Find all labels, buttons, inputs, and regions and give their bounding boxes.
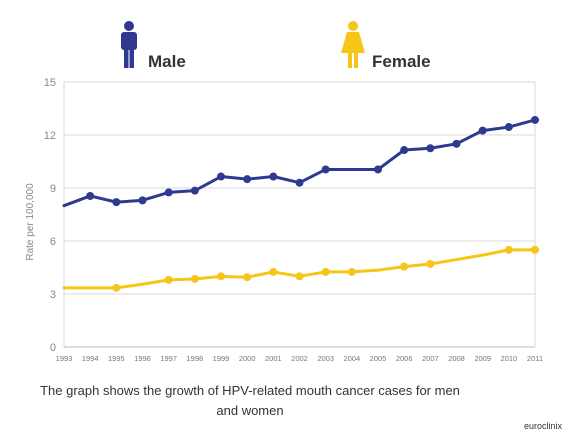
male-data-point — [269, 172, 278, 181]
x-tick-label: 2006 — [396, 354, 413, 363]
x-tick-label: 1998 — [186, 354, 203, 363]
male-data-point — [112, 198, 121, 207]
x-tick-label: 2010 — [500, 354, 517, 363]
x-tick-label: 2005 — [370, 354, 387, 363]
female-data-point — [504, 245, 513, 254]
x-tick-label: 1999 — [213, 354, 230, 363]
female-series-line — [62, 248, 537, 290]
female-series — [62, 245, 539, 292]
male-series-line — [62, 118, 537, 208]
female-data-point — [112, 283, 121, 292]
female-data-point — [347, 267, 356, 276]
male-data-point — [295, 178, 304, 187]
legend-female-label: Female — [372, 52, 431, 71]
female-data-point — [295, 272, 304, 281]
male-data-point — [243, 175, 252, 184]
x-tick-label: 2003 — [317, 354, 334, 363]
male-data-point — [86, 191, 95, 200]
x-tick-label: 2009 — [474, 354, 491, 363]
male-data-point — [400, 146, 409, 155]
male-data-point — [452, 139, 461, 148]
male-data-point — [190, 186, 199, 195]
chart-caption: The graph shows the growth of HPV-relate… — [40, 383, 460, 418]
x-tick-label: 2007 — [422, 354, 439, 363]
male-series — [62, 115, 539, 208]
male-data-point — [164, 188, 173, 197]
x-tick-label: 2002 — [291, 354, 308, 363]
source-credit: euroclinix — [523, 421, 562, 431]
female-data-point — [426, 259, 435, 268]
y-tick-label: 3 — [50, 289, 56, 301]
female-data-point — [269, 267, 278, 276]
female-data-point — [190, 274, 199, 283]
male-data-point — [478, 126, 487, 135]
x-axis-ticks: 1993 1994 1995 1996 1997 1998 1999 2000 2001 2002… — [56, 354, 543, 363]
y-axis-title: Rate per 100,000 — [25, 183, 36, 261]
y-tick-label: 12 — [44, 130, 56, 142]
y-tick-label: 0 — [50, 342, 56, 354]
y-axis-ticks: 0 3 6 9 12 15 — [44, 77, 56, 354]
female-data-point — [321, 267, 330, 276]
x-tick-label: 1996 — [134, 354, 151, 363]
female-data-point — [217, 272, 225, 281]
female-data-point — [531, 245, 539, 254]
x-tick-label: 2000 — [239, 354, 256, 363]
x-tick-label: 2008 — [448, 354, 465, 363]
male-data-point — [504, 123, 513, 132]
male-data-point — [531, 115, 539, 124]
male-data-point — [374, 165, 382, 174]
female-data-point — [400, 262, 409, 271]
legend-male-label: Male — [148, 52, 186, 71]
x-tick-label: 1995 — [108, 354, 125, 363]
series-layer — [62, 115, 539, 292]
male-data-point — [217, 172, 225, 181]
male-data-point — [138, 196, 147, 205]
female-data-point — [164, 275, 173, 284]
y-tick-label: 15 — [44, 77, 56, 89]
legend: Male Female — [121, 21, 431, 71]
female-data-point — [243, 273, 252, 282]
x-tick-label: 1993 — [56, 354, 73, 363]
female-figure-icon — [341, 21, 365, 68]
x-tick-label: 2004 — [343, 354, 360, 363]
x-tick-label: 2011 — [527, 354, 543, 363]
male-figure-icon — [121, 21, 137, 68]
male-data-point — [321, 165, 330, 174]
y-tick-label: 9 — [50, 183, 56, 195]
gridlines — [63, 81, 536, 348]
y-tick-label: 6 — [50, 236, 56, 248]
x-tick-label: 1997 — [160, 354, 177, 363]
male-data-point — [426, 144, 435, 153]
x-tick-label: 1994 — [82, 354, 99, 363]
x-tick-label: 2001 — [265, 354, 282, 363]
